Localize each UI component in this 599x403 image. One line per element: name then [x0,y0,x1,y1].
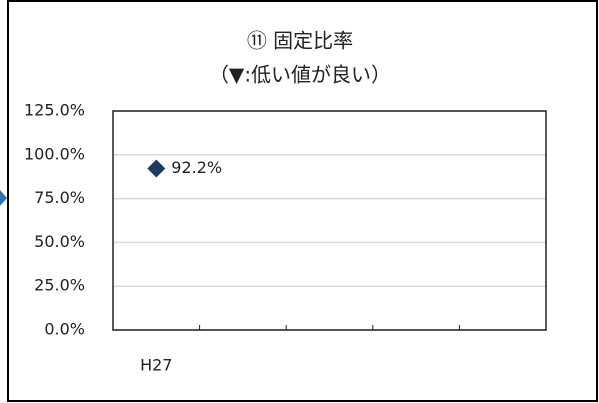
chart-subtitle: （▼:低い値が良い） [209,63,391,87]
y-tick-label: 75.0% [34,188,85,207]
x-tick-label: H27 [140,356,172,375]
plot-border [112,110,547,331]
y-tick-label: 25.0% [34,276,85,295]
y-tick-label: 0.0% [44,320,85,339]
data-label: 92.2% [171,158,222,177]
data-point [147,159,166,178]
y-tick-label: 125.0% [24,101,85,120]
arrow-icon [0,190,7,206]
y-tick-label: 100.0% [24,144,85,163]
chart-frame [7,0,598,402]
chart-title: ⑪ 固定比率 [247,29,353,53]
y-tick-label: 50.0% [34,232,85,251]
